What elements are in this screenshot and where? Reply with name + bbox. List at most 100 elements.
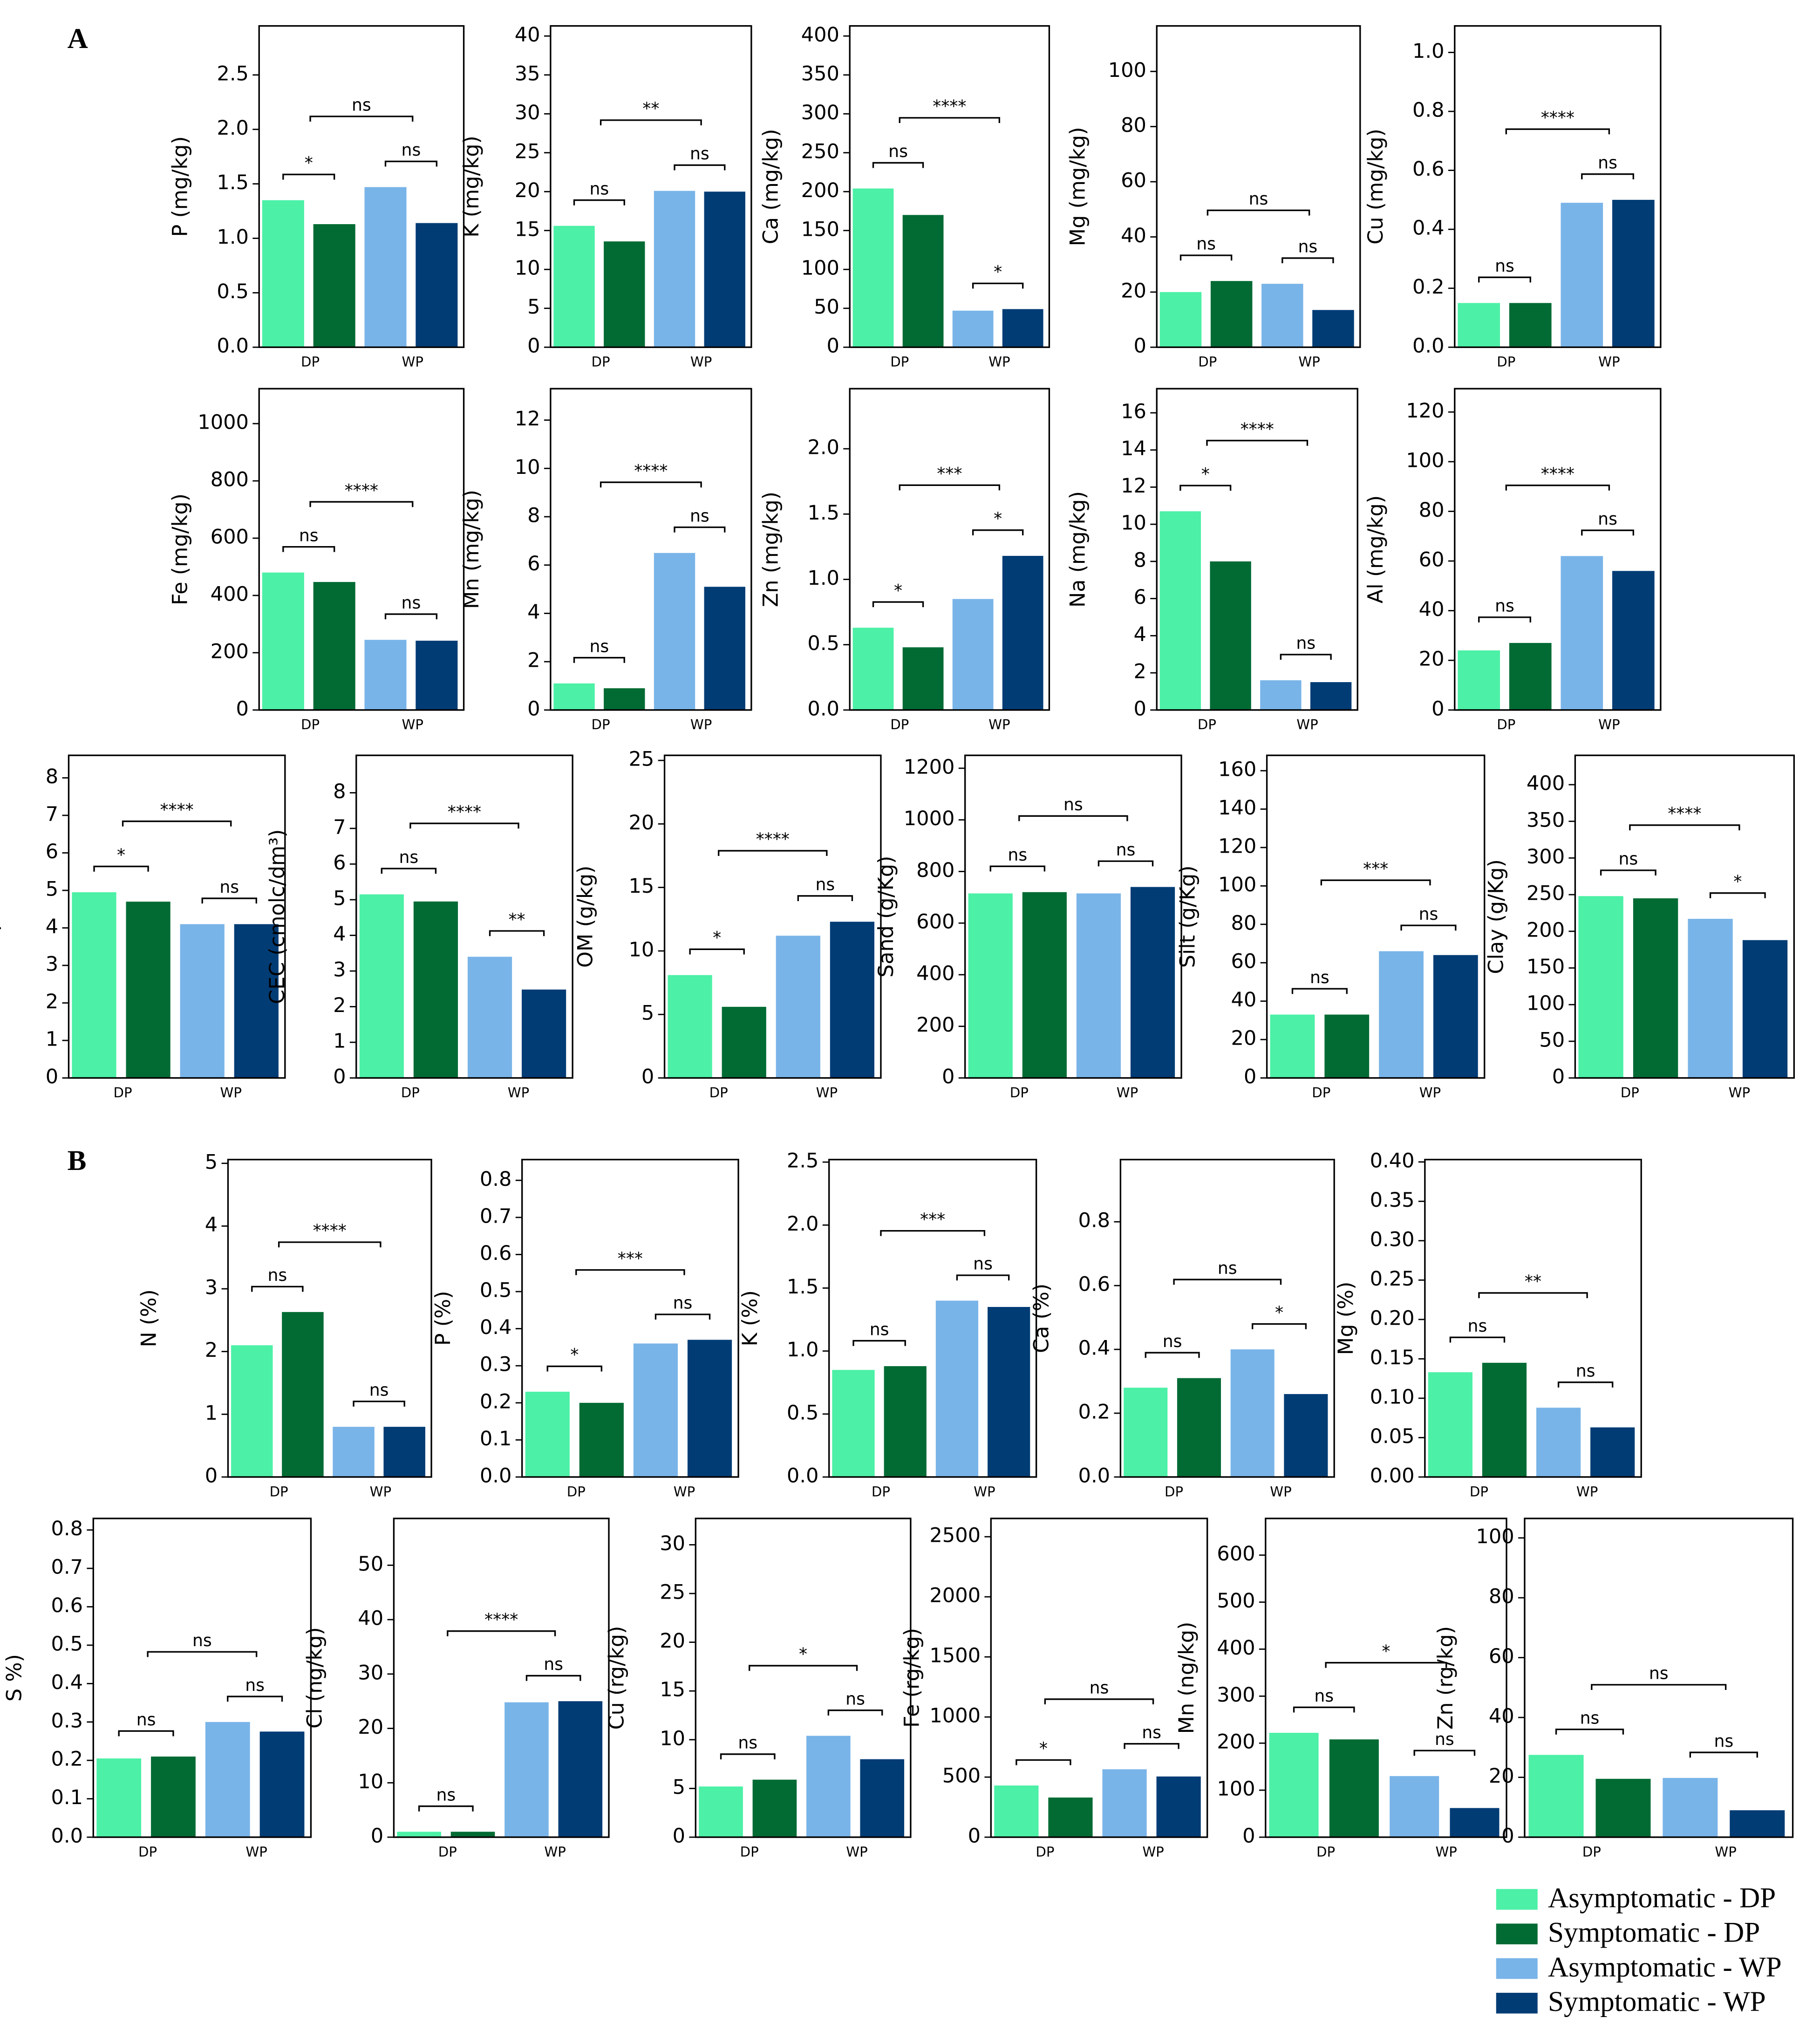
- bar: [952, 599, 994, 710]
- significance-label: ns: [399, 847, 419, 867]
- axes-frame: [550, 25, 752, 348]
- y-tick-label: 60: [1489, 1645, 1514, 1668]
- bar: [1261, 284, 1303, 348]
- y-tick-label: 1000: [198, 411, 249, 434]
- bar: [1450, 1808, 1500, 1837]
- y-tick-label: 0.5: [51, 1632, 83, 1655]
- significance-bracket: [674, 526, 726, 533]
- bar: [1561, 203, 1603, 348]
- y-tick-label: 20: [358, 1716, 383, 1739]
- y-tick-label: 60: [1121, 169, 1146, 192]
- y-tick-label: 0.1: [480, 1427, 512, 1450]
- bar: [553, 683, 595, 710]
- bar: [1159, 511, 1201, 710]
- bar: [522, 989, 566, 1078]
- x-tick-label: WP: [402, 717, 423, 732]
- significance-label: ****: [634, 461, 668, 481]
- bar: [1428, 1372, 1472, 1477]
- significance-label: ns: [1419, 904, 1438, 924]
- y-tick-label: 0.25: [1370, 1267, 1415, 1291]
- significance-label: ****: [313, 1221, 347, 1241]
- significance-bracket: [93, 865, 149, 872]
- bar: [416, 223, 458, 348]
- significance-bracket: [1281, 257, 1334, 264]
- y-tick-label: 500: [1217, 1589, 1255, 1613]
- significance-bracket: [1557, 1381, 1614, 1388]
- y-tick-label: 40: [515, 23, 540, 47]
- bar: [704, 587, 745, 710]
- y-tick-label: 2.0: [217, 116, 249, 140]
- significance-label: *: [117, 845, 125, 865]
- bar: [935, 1300, 979, 1477]
- x-tick-label: DP: [709, 1085, 728, 1101]
- y-tick-label: 8: [1134, 548, 1146, 572]
- bar: [860, 1759, 905, 1837]
- bar: [416, 641, 458, 710]
- significance-label: ns: [1249, 189, 1268, 209]
- significance-bracket: [309, 116, 414, 122]
- significance-label: ****: [1668, 804, 1701, 824]
- y-tick-label: 0.2: [1412, 275, 1445, 299]
- x-tick-label: DP: [1312, 1085, 1330, 1101]
- bar: [1124, 1388, 1168, 1477]
- y-tick-label: 0: [1244, 1065, 1256, 1088]
- significance-label: **: [642, 99, 659, 119]
- bar: [654, 191, 695, 348]
- x-tick-label: WP: [1117, 1085, 1138, 1101]
- y-tick-label: 0: [1501, 1824, 1514, 1847]
- x-tick-label: WP: [402, 354, 423, 370]
- bar: [413, 901, 458, 1078]
- axes-frame: [990, 1518, 1208, 1838]
- significance-bracket: [573, 657, 625, 663]
- y-tick-label: 5: [46, 877, 58, 901]
- y-tick-label: 8: [46, 765, 58, 788]
- legend-swatch: [1496, 1923, 1538, 1944]
- y-axis-label: Silt (g/Kg): [1176, 865, 1200, 968]
- significance-bracket: [1145, 1352, 1200, 1358]
- bar: [282, 1312, 324, 1477]
- y-tick-label: 0.3: [51, 1709, 83, 1732]
- y-axis-label: K (%): [738, 1290, 762, 1346]
- y-tick-label: 50: [1539, 1028, 1565, 1052]
- significance-bracket: [1206, 439, 1309, 446]
- x-tick-label: WP: [370, 1484, 391, 1499]
- significance-label: ns: [845, 1689, 865, 1709]
- y-axis-label: Fe (rg/kg): [900, 1628, 924, 1728]
- y-tick-label: 15: [660, 1678, 685, 1702]
- axes-frame: [1156, 25, 1361, 348]
- significance-bracket: [1400, 924, 1457, 931]
- y-tick-label: 0.30: [1370, 1228, 1415, 1251]
- bar: [553, 226, 595, 348]
- bar: [364, 640, 407, 710]
- y-tick-label: 140: [1218, 796, 1256, 820]
- bar: [1329, 1739, 1379, 1837]
- bar: [525, 1391, 570, 1477]
- y-tick-label: 0.0: [480, 1464, 512, 1487]
- x-tick-label: WP: [1598, 717, 1620, 732]
- y-axis-label: K (mg/kg): [460, 136, 484, 238]
- significance-bracket: [1016, 1759, 1071, 1765]
- significance-label: ns: [192, 1630, 212, 1650]
- bar: [1528, 1755, 1584, 1837]
- y-tick-label: 15: [515, 218, 540, 241]
- x-tick-label: WP: [988, 354, 1010, 370]
- bar: [1509, 303, 1552, 348]
- significance-bracket: [282, 173, 335, 180]
- significance-label: ****: [160, 800, 194, 820]
- significance-label: ns: [1196, 234, 1216, 254]
- y-tick-label: 0: [673, 1824, 685, 1847]
- y-tick-label: 10: [358, 1770, 383, 1793]
- y-tick-label: 0.8: [1078, 1209, 1111, 1232]
- y-tick-label: 800: [211, 468, 249, 492]
- y-tick-label: 20: [1489, 1764, 1514, 1788]
- bar: [1022, 892, 1067, 1078]
- significance-label: ns: [870, 1319, 889, 1339]
- y-tick-label: 1.0: [217, 226, 249, 249]
- y-tick-label: 0.00: [1370, 1464, 1415, 1487]
- axes-frame: [393, 1518, 610, 1838]
- x-tick-label: WP: [1270, 1484, 1291, 1499]
- x-tick-label: DP: [114, 1085, 132, 1101]
- x-tick-label: DP: [1497, 354, 1515, 370]
- bar: [654, 553, 695, 710]
- bar: [1595, 1778, 1651, 1837]
